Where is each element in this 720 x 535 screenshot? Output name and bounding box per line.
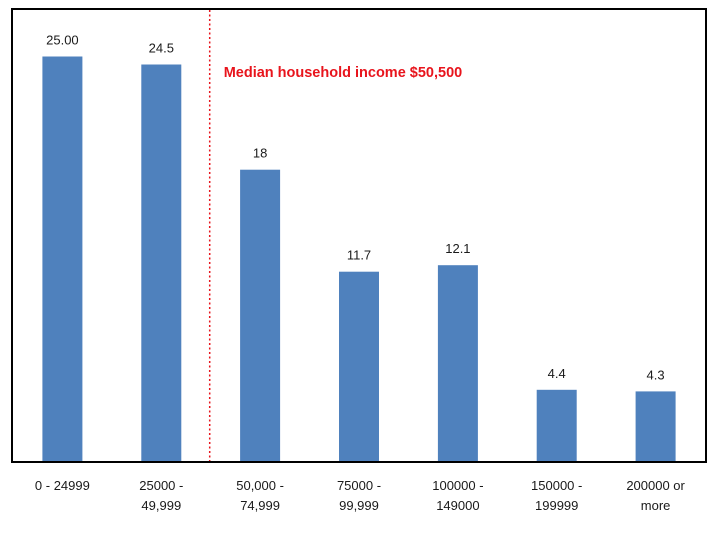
x-tick-label-3: 75000 - 99,999 (337, 478, 381, 513)
x-tick-label-line: 0 - 24999 (35, 478, 90, 493)
value-label-6: 4.3 (647, 367, 665, 382)
value-label-5: 4.4 (548, 366, 566, 381)
x-tick-label-line: 150000 - (531, 478, 582, 493)
x-tick-label-line: 75000 - (337, 478, 381, 493)
x-tick-label-line: 149000 (436, 498, 479, 513)
x-tick-label-1: 25000 - 49,999 (139, 478, 183, 513)
bar-1 (141, 64, 182, 461)
bar-2 (240, 169, 281, 461)
bar-4 (437, 265, 478, 461)
x-tick-label-line: 100000 - (432, 478, 483, 493)
value-labels-group: 25.00 24.5 18 11.7 12.1 4.4 4.3 (46, 33, 665, 383)
bar-6 (635, 391, 676, 461)
x-tick-label-line: 49,999 (141, 498, 181, 513)
value-label-2: 18 (253, 146, 267, 161)
x-tick-label-line: 50,000 - (236, 478, 284, 493)
value-label-4: 12.1 (445, 241, 470, 256)
x-tick-label-0: 0 - 24999 (35, 478, 90, 493)
x-tick-label-line: 200000 or (626, 478, 685, 493)
bar-0 (42, 56, 83, 461)
x-tick-label-line: 99,999 (339, 498, 379, 513)
x-tick-label-line: 25000 - (139, 478, 183, 493)
x-tick-label-line: 199999 (535, 498, 578, 513)
x-tick-label-5: 150000 - 199999 (531, 478, 582, 513)
bar-5 (536, 389, 577, 461)
value-label-0: 25.00 (46, 33, 79, 48)
value-label-1: 24.5 (149, 41, 174, 56)
x-tick-label-line: 74,999 (240, 498, 280, 513)
x-tick-label-2: 50,000 - 74,999 (236, 478, 284, 513)
x-tick-label-4: 100000 - 149000 (432, 478, 483, 513)
value-label-3: 11.7 (347, 248, 371, 263)
bar-3 (339, 271, 379, 461)
plot-frame (11, 8, 707, 463)
x-tick-label-6: 200000 or more (626, 478, 685, 513)
median-annotation: Median household income $50,500 (224, 65, 463, 81)
bars-group (42, 56, 676, 461)
x-tick-labels-group: 0 - 24999 25000 - 49,999 50,000 - 74,999 7500… (35, 478, 686, 513)
x-tick-label-line: more (641, 498, 671, 513)
